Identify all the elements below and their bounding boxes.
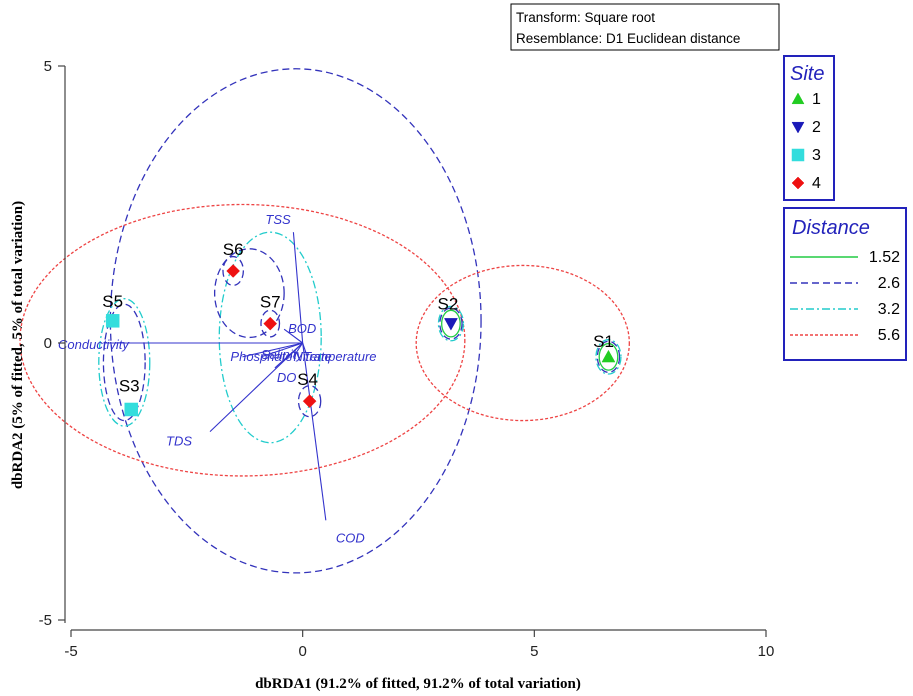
distance-legend-label-2.6: 2.6 <box>878 275 900 292</box>
cluster-ellipse-3.2 <box>437 305 465 342</box>
info-box: Transform: Square root Resemblance: D1 E… <box>510 3 780 51</box>
vector-salinity-line <box>260 342 303 358</box>
cluster-ellipse-5.6 <box>19 203 466 477</box>
cluster-ellipse-3.2 <box>98 298 151 427</box>
point-s5-marker <box>105 314 120 328</box>
cluster-ellipse-5.6 <box>415 264 630 422</box>
y-tick-label: 5 <box>44 58 52 75</box>
vector-phosphate-label: Phosphate <box>230 349 292 364</box>
site-legend-label-2: 2 <box>812 119 821 136</box>
cluster-ellipse-2.6 <box>297 385 322 418</box>
point-s6-marker <box>226 264 241 278</box>
point-s1-marker <box>601 349 616 363</box>
vector-conductivity-label: Conductivity <box>58 337 130 352</box>
vector-bod-line <box>283 328 303 344</box>
info-box-line-1: Transform: Square root <box>516 10 655 25</box>
vector-cod-line <box>302 342 327 521</box>
site-legend-label-1: 1 <box>812 91 821 108</box>
sample-points: S1 S2 S3 S4 S5 S6 S7 <box>102 240 616 417</box>
vector-cod-label: COD <box>336 530 365 545</box>
point-s6-label: S6 <box>223 240 244 259</box>
cluster-ellipses <box>19 68 630 574</box>
y-tick-label: -5 <box>39 612 52 629</box>
cluster-ellipse-2.6 <box>596 340 621 374</box>
site-legend-marker-1 <box>791 92 805 105</box>
cluster-ellipse-3.2 <box>218 231 322 444</box>
vector-nitrate-line <box>292 342 304 358</box>
vector-do-line <box>274 342 304 369</box>
point-s2-marker <box>444 318 458 331</box>
cluster-ellipse-2.6 <box>109 68 482 574</box>
cluster-ellipse-2.6 <box>260 309 281 338</box>
y-tick-label: 0 <box>44 335 52 352</box>
y-axis-title: dbRDA2 (5% of fitted, 5% of total variat… <box>10 201 26 489</box>
cluster-ellipse-2.6 <box>439 307 463 340</box>
cluster-ellipse-2.6 <box>222 255 245 287</box>
site-legend-title: Site <box>790 63 824 85</box>
point-s3-marker <box>124 402 138 417</box>
vector-bod-label: BOD <box>288 321 316 336</box>
distance-legend-label-5.6: 5.6 <box>878 327 900 344</box>
vector-phosphate-line <box>242 342 303 358</box>
point-s5-label: S5 <box>102 292 123 311</box>
point-s4-label: S4 <box>297 370 318 389</box>
x-tick-label: 10 <box>758 643 775 660</box>
vector-tds-line <box>209 342 304 433</box>
vector-temperature-label: Temperature <box>303 349 376 364</box>
site-legend-marker-3 <box>791 148 805 162</box>
point-s3-label: S3 <box>119 376 140 395</box>
vector-temperature-line <box>302 342 308 358</box>
vector-tds-label: TDS <box>166 434 192 449</box>
distance-legend-title: Distance <box>792 217 870 239</box>
point-s7-label: S7 <box>260 293 281 312</box>
cluster-ellipse-2.6 <box>213 248 285 339</box>
site-legend-marker-2 <box>791 121 805 134</box>
site-legend-marker-4 <box>791 176 805 190</box>
x-tick-label: 5 <box>530 643 538 660</box>
cluster-ellipse-3.2 <box>595 339 622 375</box>
distance-legend-label-1.52: 1.52 <box>869 249 900 266</box>
point-s2-label: S2 <box>438 295 459 314</box>
vector-nitrate-label: Nitrate <box>293 349 331 364</box>
distance-legend-label-3.2: 3.2 <box>878 301 900 318</box>
point-s7-marker <box>263 316 278 331</box>
vector-tss-label: TSS <box>265 212 291 227</box>
vector-do-label: DO <box>277 370 297 385</box>
vector-overlay: TSSCODConductivityTDSBODDOSalinityPhosph… <box>58 212 377 545</box>
site-legend-label-3: 3 <box>812 147 821 164</box>
site-legend-label-4: 4 <box>812 175 821 192</box>
axes: -5 0 5 10 5 0 -5 <box>39 58 775 660</box>
site-legend: Site 1 2 3 4 <box>783 55 835 201</box>
distance-legend: Distance 1.52 2.6 3.2 5.6 <box>783 207 907 361</box>
cluster-ellipse-2.6 <box>102 303 146 422</box>
cluster-ellipse-1.52 <box>598 342 619 371</box>
point-s1-label: S1 <box>593 332 614 351</box>
x-tick-label: 0 <box>298 643 306 660</box>
info-box-line-2: Resemblance: D1 Euclidean distance <box>516 31 740 46</box>
point-s4-marker <box>302 394 317 409</box>
cluster-ellipse-1.52 <box>441 309 461 338</box>
vector-tss-line <box>292 232 304 344</box>
x-axis-title: dbRDA1 (91.2% of fitted, 91.2% of total … <box>255 676 581 692</box>
x-tick-label: -5 <box>64 643 77 660</box>
